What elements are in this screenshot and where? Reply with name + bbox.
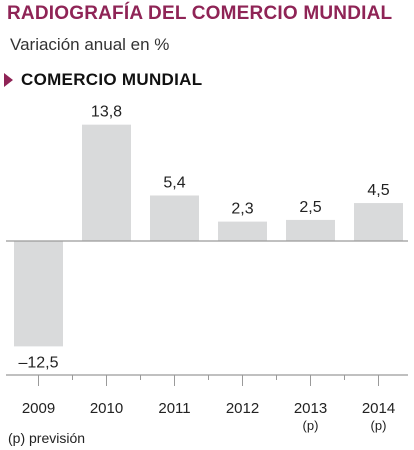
bar-2010: [82, 124, 131, 241]
bar-2009: [14, 241, 63, 347]
bar-2014: [354, 203, 403, 241]
footnote: (p) previsión: [8, 430, 86, 446]
x-tick-label-2010: 2010: [90, 400, 123, 417]
chart-title: RADIOGRAFÍA DEL COMERCIO MUNDIAL: [7, 3, 393, 24]
bar-2011: [150, 195, 199, 241]
data-label-2012: 2,3: [231, 201, 253, 218]
bar-2013: [286, 219, 335, 241]
x-tick-label-2014: 2014: [362, 400, 395, 417]
data-label-2010: 13,8: [91, 104, 122, 121]
section-header: COMERCIO MUNDIAL: [0, 69, 202, 91]
bar-2012: [218, 221, 267, 241]
data-label-2013: 2,5: [299, 199, 321, 216]
triangle-marker-icon: [4, 73, 13, 87]
x-tick-label-2012: 2012: [226, 400, 259, 417]
chart-subtitle: Variación anual en %: [10, 35, 170, 54]
data-label-2014: 4,5: [367, 182, 389, 199]
x-tick-label-2013: 2013: [294, 400, 327, 417]
x-tick-label-2011: 2011: [158, 400, 190, 417]
x-tick-sublabel-2013: (p): [303, 418, 319, 433]
x-tick-label-2009: 2009: [22, 400, 55, 417]
data-label-2011: 5,4: [163, 174, 185, 191]
data-label-2009: –12,5: [18, 354, 58, 371]
section-label: COMERCIO MUNDIAL: [21, 70, 203, 89]
x-tick-sublabel-2014: (p): [371, 418, 387, 433]
